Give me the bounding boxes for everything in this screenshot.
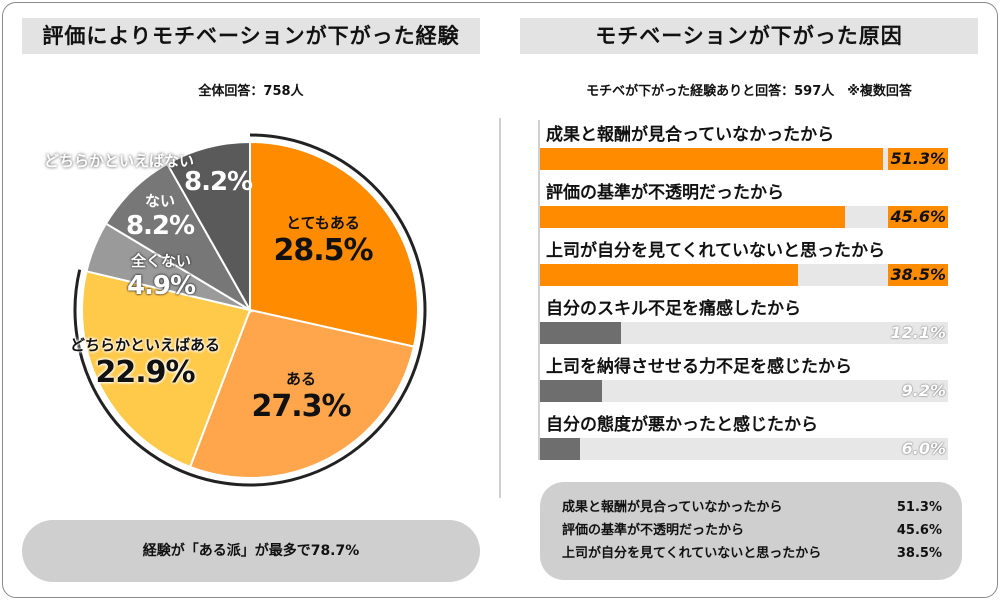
pie-label-very-much: とてもある 28.5%	[268, 212, 378, 268]
bar-4	[540, 322, 621, 344]
summary-row-3: 上司が自分を見てくれていないと思ったから 38.5%	[562, 544, 942, 564]
summary-value-1: 51.3%	[896, 500, 942, 515]
bar-value-4: 12.1%	[890, 323, 946, 342]
pie-label-yes: ある 27.3%	[246, 368, 356, 424]
bar-label-5: 上司を納得させせる力不足を感じたから	[542, 352, 856, 377]
pie-value-somewhat-yes: 22.9%	[95, 355, 195, 390]
left-title: 評価によりモチベーションが下がった経験	[22, 18, 480, 54]
bar-label-1: 成果と報酬が見合っていなかったから	[542, 120, 839, 145]
summary-label-3: 上司が自分を見てくれていないと思ったから	[562, 546, 822, 561]
bar-label-6: 自分の態度が悪かったと感じたから	[542, 410, 822, 435]
bar-label-3: 上司が自分を見てくれていないと思ったから	[542, 236, 889, 261]
right-respondents: モチベが下がった経験ありと回答：597人 ※複数回答	[586, 84, 912, 99]
pie-label-not-at-all: 全くない 4.9%	[116, 250, 206, 301]
summary-value-2: 45.6%	[896, 523, 942, 538]
bar-track-6: 6.0%	[540, 438, 948, 460]
right-summary: 成果と報酬が見合っていなかったから 51.3% 評価の基準が不透明だったから 4…	[540, 482, 962, 580]
bar-value-3: 38.5%	[888, 264, 948, 286]
summary-label-1: 成果と報酬が見合っていなかったから	[562, 500, 783, 515]
bar-3	[540, 264, 798, 286]
bar-track-4: 12.1%	[540, 322, 948, 344]
bar-1	[540, 148, 884, 170]
summary-row-1: 成果と報酬が見合っていなかったから 51.3%	[562, 498, 942, 518]
bar-5	[540, 380, 602, 402]
bar-label-4: 自分のスキル不足を痛感したから	[542, 294, 805, 319]
summary-row-2: 評価の基準が不透明だったから 45.6%	[562, 521, 942, 541]
bar-value-5: 9.2%	[901, 381, 946, 400]
pie-slice-very-much	[249, 140, 419, 348]
pie-name-no: ない	[144, 192, 175, 210]
pie-slice-somewhat-yes	[81, 270, 252, 469]
left-respondents: 全体回答：758人	[198, 84, 304, 99]
bar-value-6: 6.0%	[901, 439, 946, 458]
pie-outer-arc	[73, 133, 427, 487]
pie-label-somewhat-yes: どちらかといえばある 22.9%	[40, 334, 250, 390]
pie-value-not-at-all: 4.9%	[126, 271, 196, 301]
bar-track-5: 9.2%	[540, 380, 948, 402]
pie-label-no: ない 8.2%	[120, 190, 200, 241]
pie-label-somewhat-no: どちらかといえばない 8.2%	[44, 150, 253, 197]
bar-6	[540, 438, 581, 460]
panel-divider	[499, 118, 501, 498]
bar-value-2: 45.6%	[888, 206, 948, 228]
bar-value-1: 51.3%	[888, 148, 948, 170]
pie-name-yes: ある	[285, 370, 316, 388]
bar-track-3: 38.5%	[540, 264, 948, 286]
left-summary: 経験が「ある派」が最多で78.7%	[22, 520, 480, 582]
bar-2	[540, 206, 845, 228]
pie-value-yes: 27.3%	[251, 389, 351, 424]
pie-name-somewhat-no: どちらかといえばない	[44, 152, 195, 170]
pie-slice-yes	[188, 308, 416, 479]
pie-chart	[73, 133, 427, 487]
bar-label-2: 評価の基準が不透明だったから	[542, 178, 788, 203]
pie-value-no: 8.2%	[125, 211, 195, 241]
bar-track-2: 45.6%	[540, 206, 948, 228]
pie-name-not-at-all: 全くない	[130, 252, 191, 270]
right-title: モチベーションが下がった原因	[520, 18, 978, 54]
pie-slice-no	[104, 162, 253, 313]
bar-track-1: 51.3%	[540, 148, 948, 170]
pie-name-somewhat-yes: どちらかといえばある	[69, 336, 220, 354]
pie-name-very-much: とてもある	[286, 214, 360, 232]
pie-value-very-much: 28.5%	[273, 233, 373, 268]
bar-axis-line	[538, 120, 540, 460]
pie-value-somewhat-no: 8.2%	[184, 167, 253, 197]
summary-label-2: 評価の基準が不透明だったから	[562, 523, 745, 538]
summary-value-3: 38.5%	[896, 546, 942, 561]
pie-slice-somewhat-no	[165, 140, 251, 314]
